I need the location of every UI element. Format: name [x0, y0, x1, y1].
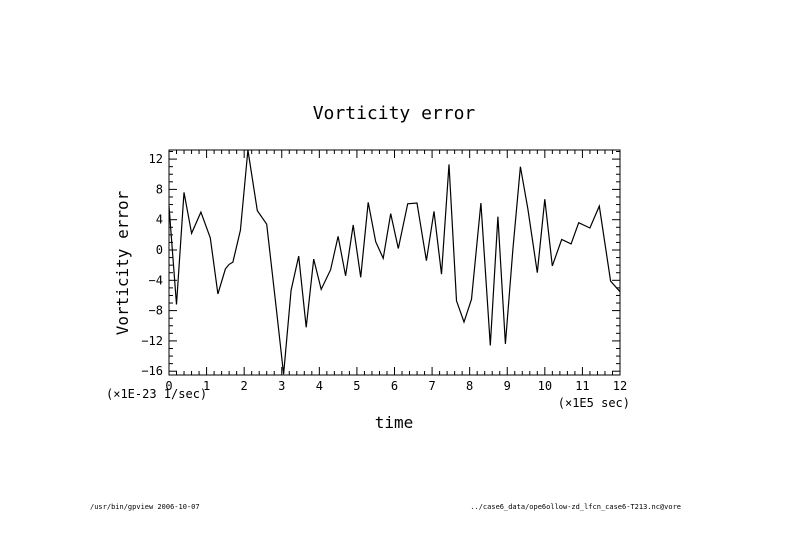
chart-title: Vorticity error — [313, 103, 476, 124]
x-tick-label: 6 — [391, 379, 398, 393]
footer-right-label: ../case6_data/ope6ollow-zd_lfcn_case6-T2… — [470, 503, 681, 511]
y-tick-label: 4 — [156, 213, 163, 227]
y-axis-label: Vorticity error — [113, 190, 132, 335]
y-axis-tick-labels: −16 −12 −8 −4 0 4 8 12 — [141, 152, 163, 378]
x-tick-label: 3 — [278, 379, 285, 393]
x-axis-label: time — [375, 413, 414, 432]
x-tick-label: 2 — [241, 379, 248, 393]
y-tick-label: −8 — [149, 304, 163, 318]
x-tick-label: 10 — [538, 379, 552, 393]
x-scale-note: (×1E5 sec) — [558, 396, 630, 410]
y-tick-label: −12 — [141, 334, 163, 348]
footer-left-label: /usr/bin/gpview 2006-10-07 — [90, 503, 200, 511]
y-tick-label: 8 — [156, 182, 163, 196]
y-axis-ticks — [169, 151, 620, 372]
x-axis-ticks — [168, 150, 621, 375]
x-tick-label: 0 — [165, 379, 172, 393]
x-tick-label: 12 — [613, 379, 627, 393]
y-tick-label: −16 — [141, 364, 163, 378]
x-tick-label: 4 — [316, 379, 323, 393]
y-tick-label: 12 — [149, 152, 163, 166]
series-line — [168, 149, 621, 375]
x-tick-label: 5 — [353, 379, 360, 393]
x-tick-label: 7 — [428, 379, 435, 393]
y-scale-note: (×1E-23 1/sec) — [106, 387, 207, 401]
x-tick-label: 1 — [203, 379, 210, 393]
x-tick-label: 9 — [504, 379, 511, 393]
x-tick-label: 11 — [575, 379, 589, 393]
y-tick-label: −4 — [149, 273, 163, 287]
x-tick-label: 8 — [466, 379, 473, 393]
x-axis-tick-labels: 0 1 2 3 4 5 6 7 8 9 10 11 12 — [165, 379, 627, 393]
y-tick-label: 0 — [156, 243, 163, 257]
